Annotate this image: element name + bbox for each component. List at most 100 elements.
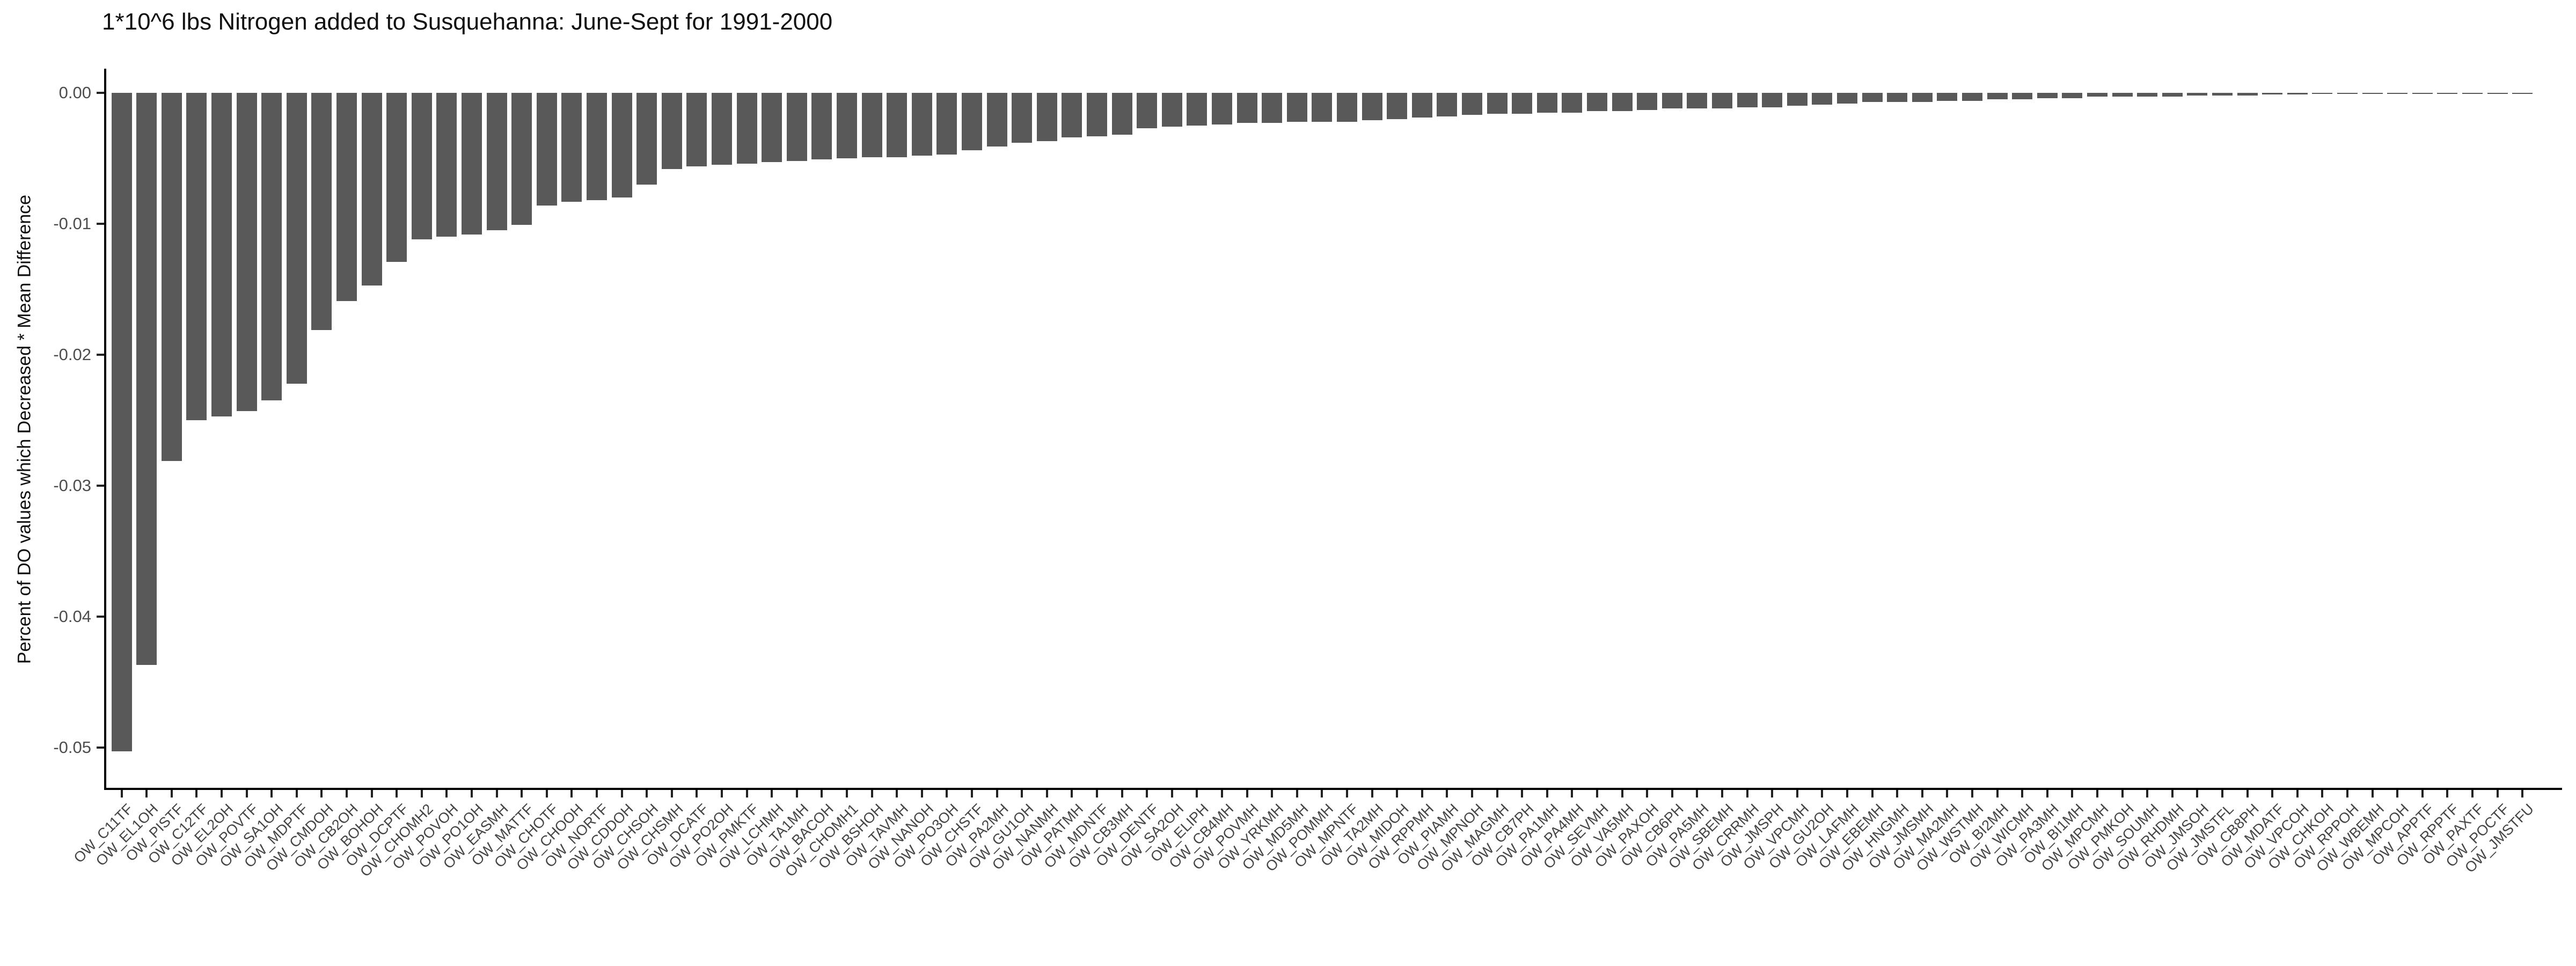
bar [586, 93, 607, 200]
x-tick-mark [1571, 790, 1574, 797]
x-tick-mark [2221, 790, 2223, 797]
bar [1912, 93, 1933, 102]
y-tick-mark [97, 747, 104, 749]
bar [561, 93, 582, 202]
bar [261, 93, 282, 400]
x-tick-mark [320, 790, 323, 797]
bar [2487, 93, 2508, 94]
y-axis-label: Percent of DO values which Decreased * M… [14, 194, 35, 664]
x-tick-mark [896, 790, 898, 797]
x-tick-mark [2371, 790, 2374, 797]
y-axis-line [104, 69, 106, 790]
x-tick-mark [595, 790, 598, 797]
bar [336, 93, 357, 301]
bar [1787, 93, 1807, 106]
bar [2162, 93, 2183, 97]
y-tick-label: 0.00 [58, 83, 91, 102]
bar [1987, 93, 2008, 99]
bar [1211, 93, 1232, 125]
bar [536, 93, 557, 206]
bar [1562, 93, 1583, 113]
x-tick-mark [1646, 790, 1649, 797]
bar [436, 93, 457, 237]
bar [1362, 93, 1382, 120]
bar [936, 93, 957, 155]
x-tick-mark [1821, 790, 1824, 797]
bar [1937, 93, 1958, 101]
x-tick-mark [120, 790, 123, 797]
x-tick-mark [970, 790, 973, 797]
bar [2437, 93, 2458, 94]
bar [386, 93, 407, 262]
x-tick-mark [1121, 790, 1123, 797]
x-tick-mark [445, 790, 448, 797]
x-tick-mark [745, 790, 748, 797]
x-tick-mark [720, 790, 723, 797]
x-tick-mark [996, 790, 998, 797]
bar [887, 93, 908, 157]
bar [1387, 93, 1408, 119]
x-tick-mark [670, 790, 673, 797]
x-tick-mark [2196, 790, 2199, 797]
bar [1137, 93, 1158, 128]
bar [1236, 93, 1257, 123]
x-tick-mark [2346, 790, 2348, 797]
x-tick-mark [1846, 790, 1848, 797]
bar [2512, 93, 2533, 94]
x-tick-mark [696, 790, 698, 797]
x-tick-mark [620, 790, 623, 797]
x-tick-mark [1746, 790, 1748, 797]
x-tick-mark [2321, 790, 2324, 797]
bar [2087, 93, 2107, 97]
y-tick-mark [97, 92, 104, 94]
bar [2112, 93, 2133, 97]
x-tick-mark [570, 790, 573, 797]
x-tick-mark [345, 790, 348, 797]
bar [1637, 93, 1658, 110]
x-tick-mark [2496, 790, 2499, 797]
bar [1286, 93, 1307, 122]
x-tick-mark [1446, 790, 1448, 797]
bar [1312, 93, 1333, 122]
x-tick-mark [845, 790, 848, 797]
bar [611, 93, 632, 197]
bar [1262, 93, 1283, 123]
x-tick-mark [1170, 790, 1173, 797]
x-tick-mark [2271, 790, 2274, 797]
bar [2337, 93, 2358, 94]
x-tick-mark [1521, 790, 1524, 797]
bar [1012, 93, 1033, 143]
bar [1836, 93, 1857, 104]
x-tick-mark [1196, 790, 1198, 797]
bar [736, 93, 757, 164]
bar [286, 93, 307, 384]
bar [486, 93, 507, 230]
x-axis-line [104, 788, 2562, 790]
x-tick-mark [1621, 790, 1623, 797]
bar [1187, 93, 1208, 126]
x-tick-mark [1696, 790, 1699, 797]
x-tick-mark [2046, 790, 2048, 797]
bar [136, 93, 157, 665]
x-tick-mark [1146, 790, 1148, 797]
x-tick-mark [2021, 790, 2024, 797]
bar [311, 93, 332, 330]
y-tick-label: -0.02 [53, 345, 91, 364]
y-tick-label: -0.04 [53, 607, 91, 626]
x-tick-mark [2471, 790, 2473, 797]
bar [1887, 93, 1908, 102]
bar [811, 93, 832, 159]
bar [2012, 93, 2033, 99]
bar [1062, 93, 1082, 137]
x-tick-mark [170, 790, 173, 797]
x-tick-mark [1045, 790, 1048, 797]
bar [2387, 93, 2408, 94]
bar [1411, 93, 1432, 118]
bar [111, 93, 132, 751]
bar [1536, 93, 1557, 113]
x-tick-mark [396, 790, 398, 797]
x-tick-mark [2446, 790, 2449, 797]
bar [1111, 93, 1132, 135]
x-tick-mark [1421, 790, 1423, 797]
x-tick-mark [2071, 790, 2074, 797]
